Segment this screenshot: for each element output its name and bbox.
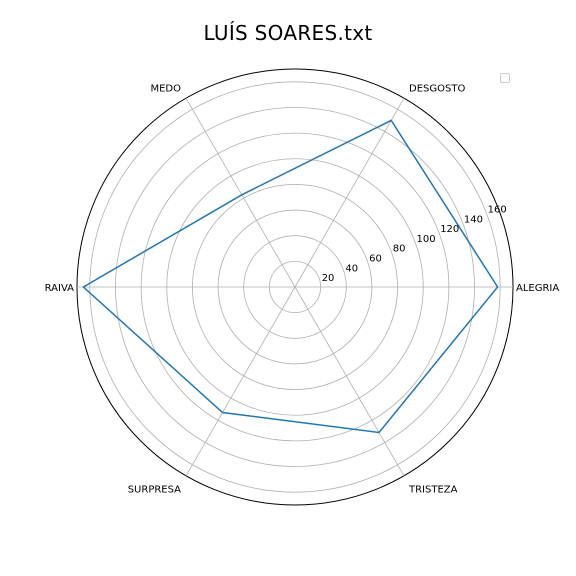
radial-tick-label: 100 [417,234,436,245]
category-label-desgosto: DESGOSTO [409,84,465,95]
grid-spoke [294,98,405,288]
radial-tick-label: 80 [393,244,406,255]
radial-tick-label: 60 [369,254,382,265]
label-layer: ALEGRIA DESGOSTO MEDO RAIVA SURPRESA TRISTEZA [45,84,560,496]
radial-tick-label: 160 [488,205,507,216]
tick-layer: 20 40 60 80 100 120 140 160 [322,205,507,285]
spoke-layer [77,98,513,476]
legend [500,73,510,83]
grid-spoke [185,286,296,476]
grid-spoke [185,98,296,288]
radial-tick-label: 120 [440,224,459,235]
category-label-tristeza: TRISTEZA [408,485,458,496]
radial-tick-label: 140 [464,214,483,225]
category-label-alegria: ALEGRIA [516,283,559,294]
category-label-raiva: RAIVA [45,283,75,294]
grid-spoke [294,286,405,476]
series-layer [82,119,499,434]
category-label-surpresa: SURPRESA [128,485,181,496]
series-line [82,119,499,434]
radial-tick-label: 40 [345,263,358,274]
category-label-medo: MEDO [150,84,181,95]
chart-title: LUÍS SOARES.txt [203,21,373,45]
radial-tick-label: 20 [322,273,335,284]
